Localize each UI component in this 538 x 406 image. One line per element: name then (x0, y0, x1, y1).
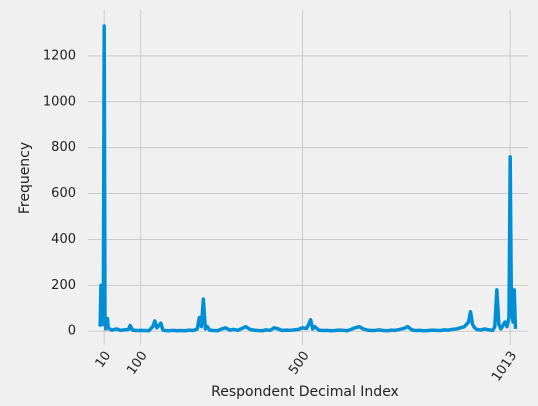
y-tick-label: 400 (51, 232, 76, 247)
y-tick-label: 600 (51, 186, 76, 201)
y-tick-label: 0 (68, 324, 76, 339)
y-tick-label: 800 (51, 140, 76, 155)
y-tick-label: 1200 (43, 48, 76, 63)
data-line (98, 24, 518, 333)
y-tick-label: 1000 (43, 94, 76, 109)
y-tick-label: 200 (51, 278, 76, 293)
x-axis-label: Respondent Decimal Index (211, 384, 399, 400)
y-axis-label: Frequency (17, 142, 33, 214)
